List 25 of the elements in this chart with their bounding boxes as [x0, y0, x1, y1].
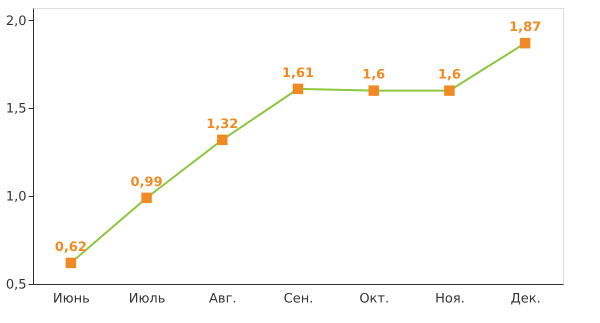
- data-label: 1,32: [206, 116, 238, 132]
- x-tick-label: Окт.: [359, 292, 390, 306]
- point: [217, 134, 228, 146]
- x-tick-label: Июль: [128, 292, 166, 306]
- y-tick-label: 1,0: [6, 190, 26, 205]
- data-label: 1,87: [509, 20, 542, 36]
- x-tick-label: Авг.: [209, 292, 237, 306]
- point: [520, 38, 530, 48]
- point: [444, 85, 455, 96]
- x-tick-label: Ноя.: [435, 292, 465, 306]
- y-tick-label: 1,5: [6, 102, 26, 117]
- data-label: 1,6: [438, 68, 461, 83]
- x-tick-label: Сен.: [284, 292, 314, 306]
- point: [292, 84, 304, 94]
- data-label: 1,6: [362, 68, 386, 83]
- point: [141, 192, 152, 204]
- x-tick-label: Июнь: [52, 292, 90, 306]
- point: [66, 258, 76, 268]
- data-label: 1,61: [282, 66, 314, 81]
- y-tick-label: 2,0: [6, 14, 26, 29]
- x-tick-label: Дек.: [510, 292, 541, 306]
- point: [368, 85, 379, 96]
- data-label: 0,62: [54, 240, 87, 255]
- y-tick-label: 0,5: [6, 278, 26, 292]
- data-label: 0,99: [130, 174, 163, 190]
